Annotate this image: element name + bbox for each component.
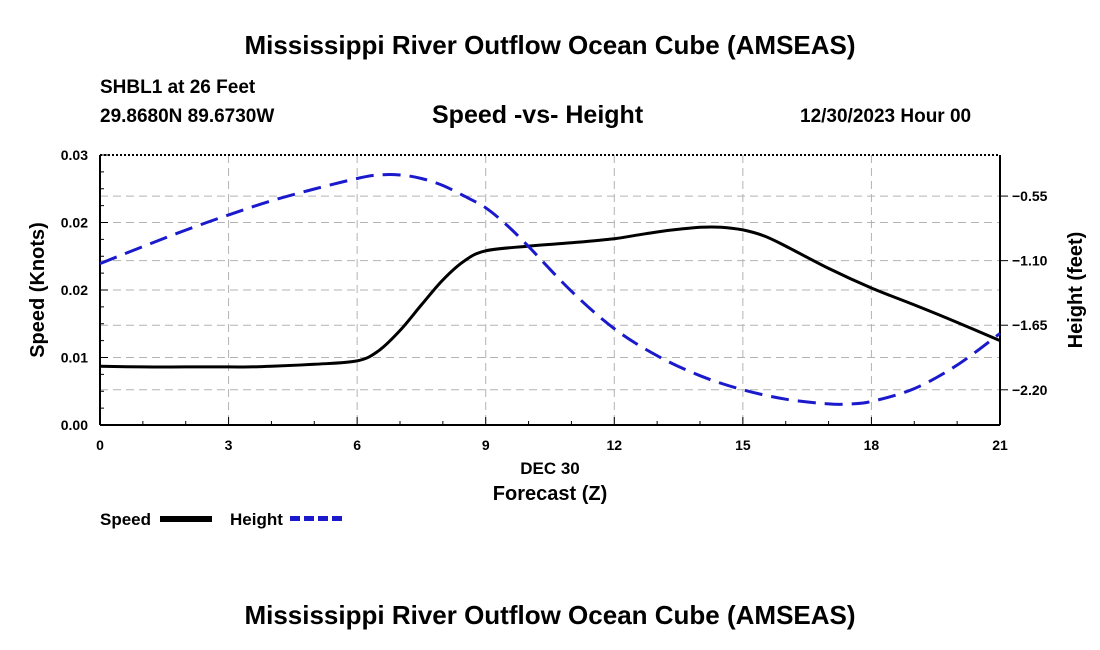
y-right-tick-label: −1.65	[1012, 317, 1048, 333]
y-right-axis-label: Height (feet)	[1065, 232, 1087, 349]
x-tick-label: 3	[225, 437, 233, 453]
x-axis-sublabel: DEC 30	[520, 459, 580, 478]
x-tick-label: 6	[353, 437, 361, 453]
y-left-tick-label: 0.02	[61, 282, 88, 298]
y-left-tick-label: 0.03	[61, 147, 88, 163]
x-tick-label: 9	[482, 437, 490, 453]
x-tick-label: 21	[992, 437, 1008, 453]
page-title: Mississippi River Outflow Ocean Cube (AM…	[244, 30, 856, 60]
x-tick-label: 15	[735, 437, 751, 453]
legend-height-swatch	[290, 516, 342, 521]
x-tick-label: 12	[606, 437, 622, 453]
y-left-axis-label: Speed (Knots)	[27, 222, 49, 358]
legend-speed-label: Speed	[100, 510, 152, 529]
station-label: SHBL1 at 26 Feet	[100, 77, 256, 98]
y-left-tick-label: 0.00	[61, 417, 88, 433]
datetime-label: 12/30/2023 Hour 00	[800, 106, 972, 127]
y-left-tick-label: 0.01	[61, 350, 88, 366]
y-right-tick-label: −2.20	[1012, 382, 1048, 398]
chart-title: Speed -vs- Height	[432, 101, 644, 129]
x-axis-label: Forecast (Z)	[493, 483, 607, 505]
series-line-speed	[99, 225, 1001, 369]
y-right-tick-label: −0.55	[1012, 188, 1048, 204]
y-left-tick-label: 0.02	[61, 215, 88, 231]
speed-height-chart: 0 3 6 9 12 15 18 21 0.00 0.01 0.02 0.02 0.03 −0.55 −1.…	[27, 147, 1087, 505]
footer-title: Mississippi River Outflow Ocean Cube (AM…	[244, 600, 856, 630]
y-right-tick-label: −1.10	[1012, 253, 1048, 269]
legend-height-label: Height	[230, 510, 283, 529]
series-line-height	[99, 173, 1001, 406]
x-tick-label: 18	[864, 437, 880, 453]
legend-speed-swatch	[160, 516, 212, 522]
x-tick-label: 0	[96, 437, 104, 453]
coordinates-label: 29.8680N 89.6730W	[100, 106, 275, 127]
